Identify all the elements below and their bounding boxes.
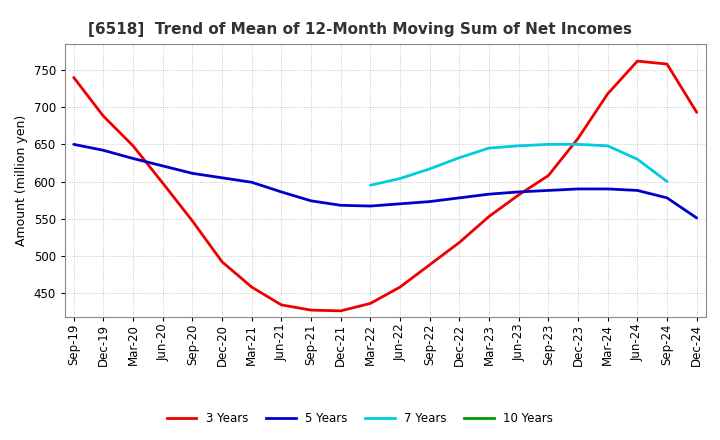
Y-axis label: Amount (million yen): Amount (million yen) — [15, 115, 28, 246]
Text: [6518]  Trend of Mean of 12-Month Moving Sum of Net Incomes: [6518] Trend of Mean of 12-Month Moving … — [88, 22, 632, 37]
Legend: 3 Years, 5 Years, 7 Years, 10 Years: 3 Years, 5 Years, 7 Years, 10 Years — [162, 407, 558, 430]
